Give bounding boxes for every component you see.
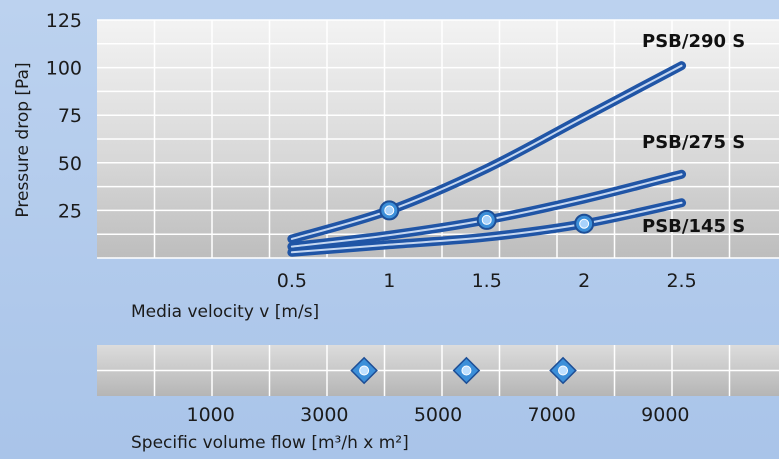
y-axis-label: Pressure drop [Pa] — [13, 62, 33, 217]
flow-marker-core — [558, 365, 569, 376]
series-label-psb-290s: PSB/290 S — [642, 31, 745, 52]
y-tick-labels: 25 50 75 100 125 — [46, 10, 82, 222]
flow-tick-labels: 1000 3000 5000 7000 9000 — [186, 404, 689, 426]
series-marker-0 — [379, 200, 400, 221]
y-tick-label: 75 — [58, 105, 82, 127]
x-axis-label: Media velocity v [m/s] — [131, 302, 319, 322]
y-tick-label: 125 — [46, 10, 82, 32]
x-tick-label: 1.5 — [472, 270, 502, 292]
flow-tick-label: 5000 — [414, 404, 462, 426]
series-line-2 — [287, 198, 687, 257]
flow-tick-label: 1000 — [186, 404, 234, 426]
x-tick-label: 2.5 — [666, 270, 696, 292]
flow-tick-label: 3000 — [300, 404, 348, 426]
x-tick-label: 2 — [578, 270, 590, 292]
marker-core — [481, 214, 492, 225]
flow-axis-label: Specific volume flow [m³/h x m²] — [131, 433, 409, 453]
flow-marker — [549, 356, 577, 385]
series-line-0 — [287, 61, 687, 244]
marker-core — [384, 205, 395, 216]
flow-marker-core — [359, 365, 370, 376]
series-line-highlight — [290, 64, 683, 240]
x-tick-labels: 0.5 1 1.5 2 2.5 — [277, 270, 697, 292]
y-tick-label: 100 — [46, 58, 82, 80]
flow-marker — [350, 356, 378, 385]
x-tick-label: 1 — [383, 270, 395, 292]
flow-strip-markers — [350, 356, 577, 385]
series-label-psb-145s: PSB/145 S — [642, 216, 745, 237]
marker-core — [579, 218, 590, 229]
series-marker-1 — [476, 209, 497, 230]
flow-tick-label: 7000 — [527, 404, 575, 426]
series-marker-2 — [574, 213, 595, 234]
y-tick-label: 25 — [58, 200, 82, 222]
flow-tick-label: 9000 — [641, 404, 689, 426]
x-tick-label: 0.5 — [277, 270, 307, 292]
y-tick-label: 50 — [58, 153, 82, 175]
flow-marker-core — [461, 365, 472, 376]
main-markers — [379, 200, 595, 234]
flow-marker — [452, 356, 481, 385]
series-line-highlight — [290, 201, 683, 254]
series-label-psb-275s: PSB/275 S — [642, 132, 745, 153]
